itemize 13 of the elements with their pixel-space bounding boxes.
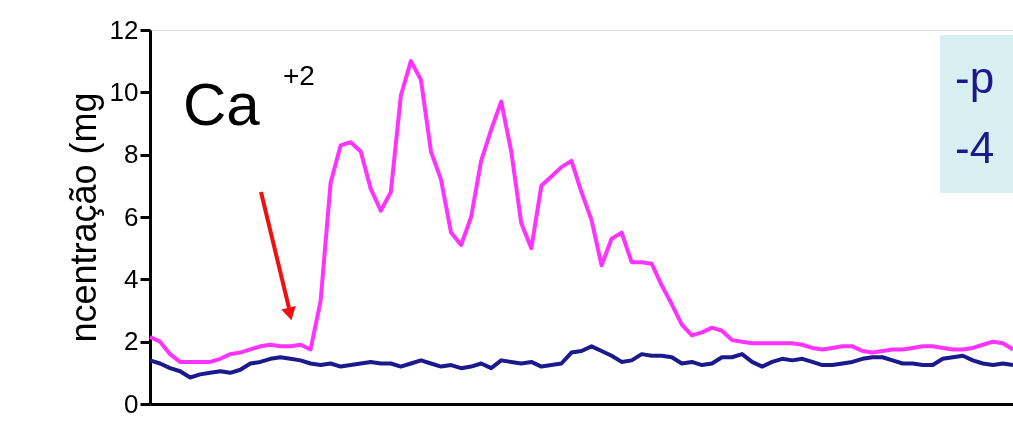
y-tick-label: 6: [124, 201, 139, 232]
line-series: [148, 59, 1013, 364]
annotation: -p: [955, 53, 995, 102]
y-tick-label: 2: [124, 326, 139, 357]
annotation: -4: [955, 123, 995, 172]
y-tick-label: 12: [109, 14, 139, 45]
y-tick-label: 10: [109, 76, 139, 107]
annotation: Ca+2: [183, 60, 315, 138]
y-tick-label: 4: [124, 263, 139, 294]
y-tick-label: 0: [124, 388, 139, 419]
line-series: [148, 344, 1013, 380]
y-tick-label: 8: [124, 139, 139, 170]
y-axis-title: ncentração (mg: [62, 92, 104, 343]
